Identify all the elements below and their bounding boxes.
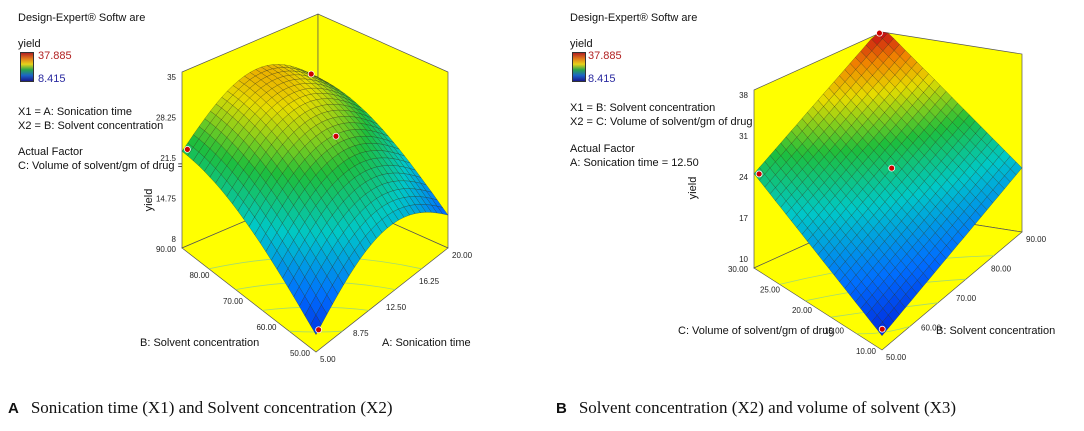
z-tick-label: 31 (739, 132, 748, 141)
y-tick-label: 20.00 (792, 306, 813, 315)
design-point (755, 170, 763, 178)
panel-a: Design-Expert® Softw are yield 37.885 8.… (0, 0, 540, 370)
z-tick-label: 21.5 (160, 154, 176, 163)
design-point (878, 325, 886, 333)
x-tick-label: 16.25 (419, 277, 440, 286)
y-axis-label: C: Volume of solvent/gm of drug (678, 325, 835, 337)
x-tick-label: 12.50 (386, 303, 407, 312)
caption-a: A Sonication time (X1) and Solvent concen… (8, 398, 392, 418)
actual-factor-value: C: Volume of solvent/gm of drug = 2 (18, 160, 194, 172)
y-axis-label: B: Solvent concentration (140, 337, 259, 349)
x-axis-label: A: Sonication time (382, 337, 471, 349)
caption-text: Solvent concentration (X2) and volume of… (578, 398, 957, 417)
y-tick-label: 30.00 (728, 265, 749, 274)
factor-x2: X2 = B: Solvent concentration (18, 120, 164, 132)
y-tick-label: 50.00 (290, 349, 311, 358)
surface-plot-a: 8 14.75 21.5 28.25 35 yield 50.00 60.00 70.00 80.… (140, 13, 473, 364)
design-point (888, 164, 896, 172)
actual-factor-title: Actual Factor (570, 143, 635, 155)
response-label: yield (570, 38, 593, 50)
caption-letter: B (556, 400, 567, 417)
z-axis-label: yield (687, 177, 699, 200)
actual-factor-title: Actual Factor (18, 146, 83, 158)
actual-factor-value: A: Sonication time = 12.50 (570, 157, 699, 169)
x-tick-label: 60.00 (921, 324, 942, 333)
x-tick-label: 8.75 (353, 329, 369, 338)
z-tick-label: 38 (739, 91, 748, 100)
z-tick-label: 10 (739, 255, 748, 264)
x-tick-label: 70.00 (956, 294, 977, 303)
y-tick-label: 80.00 (189, 271, 210, 280)
caption-text: Sonication time (X1) and Solvent concent… (30, 398, 393, 417)
y-tick-label: 70.00 (223, 297, 244, 306)
z-tick-label: 35 (167, 73, 176, 82)
legend-low-value: 8.415 (38, 73, 66, 85)
factor-x2: X2 = C: Volume of solvent/gm of drug (570, 116, 753, 128)
software-label: Design-Expert® Softw are (570, 12, 698, 24)
software-label: Design-Expert® Softw are (18, 12, 146, 24)
y-tick-label: 25.00 (760, 286, 781, 295)
response-label: yield (18, 38, 41, 50)
x-tick-label: 5.00 (320, 355, 336, 364)
color-legend-bar (572, 52, 586, 82)
surface-plot-b: 10 17 24 31 38 yield 10.00 15.00 20.00 25.00 30.00… (678, 29, 1055, 362)
z-tick-label: 28.25 (156, 114, 177, 123)
y-tick-label: 15.00 (824, 327, 845, 336)
color-legend-bar (20, 52, 34, 82)
z-tick-label: 17 (739, 214, 748, 223)
legend-low-value: 8.415 (588, 73, 616, 85)
surface-cell (310, 314, 322, 335)
z-tick-label: 8 (172, 235, 177, 244)
design-point (332, 132, 340, 140)
design-point (307, 70, 315, 78)
x-tick-label: 20.00 (452, 251, 473, 260)
caption-b: B Solvent concentration (X2) and volume o… (556, 398, 956, 418)
z-axis-label: yield (143, 189, 155, 212)
caption-letter: A (8, 400, 19, 417)
legend-high-value: 37.885 (38, 50, 72, 62)
z-tick-label: 14.75 (156, 195, 177, 204)
x-tick-label: 90.00 (1026, 235, 1047, 244)
design-point (183, 145, 191, 153)
panel-b: Design-Expert® Softw are yield 37.885 8.… (556, 0, 1084, 370)
y-tick-label: 60.00 (256, 323, 277, 332)
y-tick-label: 10.00 (856, 347, 877, 356)
design-point (315, 326, 323, 334)
z-tick-label: 24 (739, 173, 748, 182)
x-tick-label: 80.00 (991, 265, 1012, 274)
legend-high-value: 37.885 (588, 50, 622, 62)
x-tick-label: 50.00 (886, 353, 907, 362)
design-point (876, 29, 883, 37)
y-tick-label: 90.00 (156, 245, 177, 254)
factor-x1: X1 = A: Sonication time (18, 106, 133, 118)
x-axis-label: B: Solvent concentration (936, 325, 1055, 337)
factor-x1: X1 = B: Solvent concentration (570, 102, 716, 114)
